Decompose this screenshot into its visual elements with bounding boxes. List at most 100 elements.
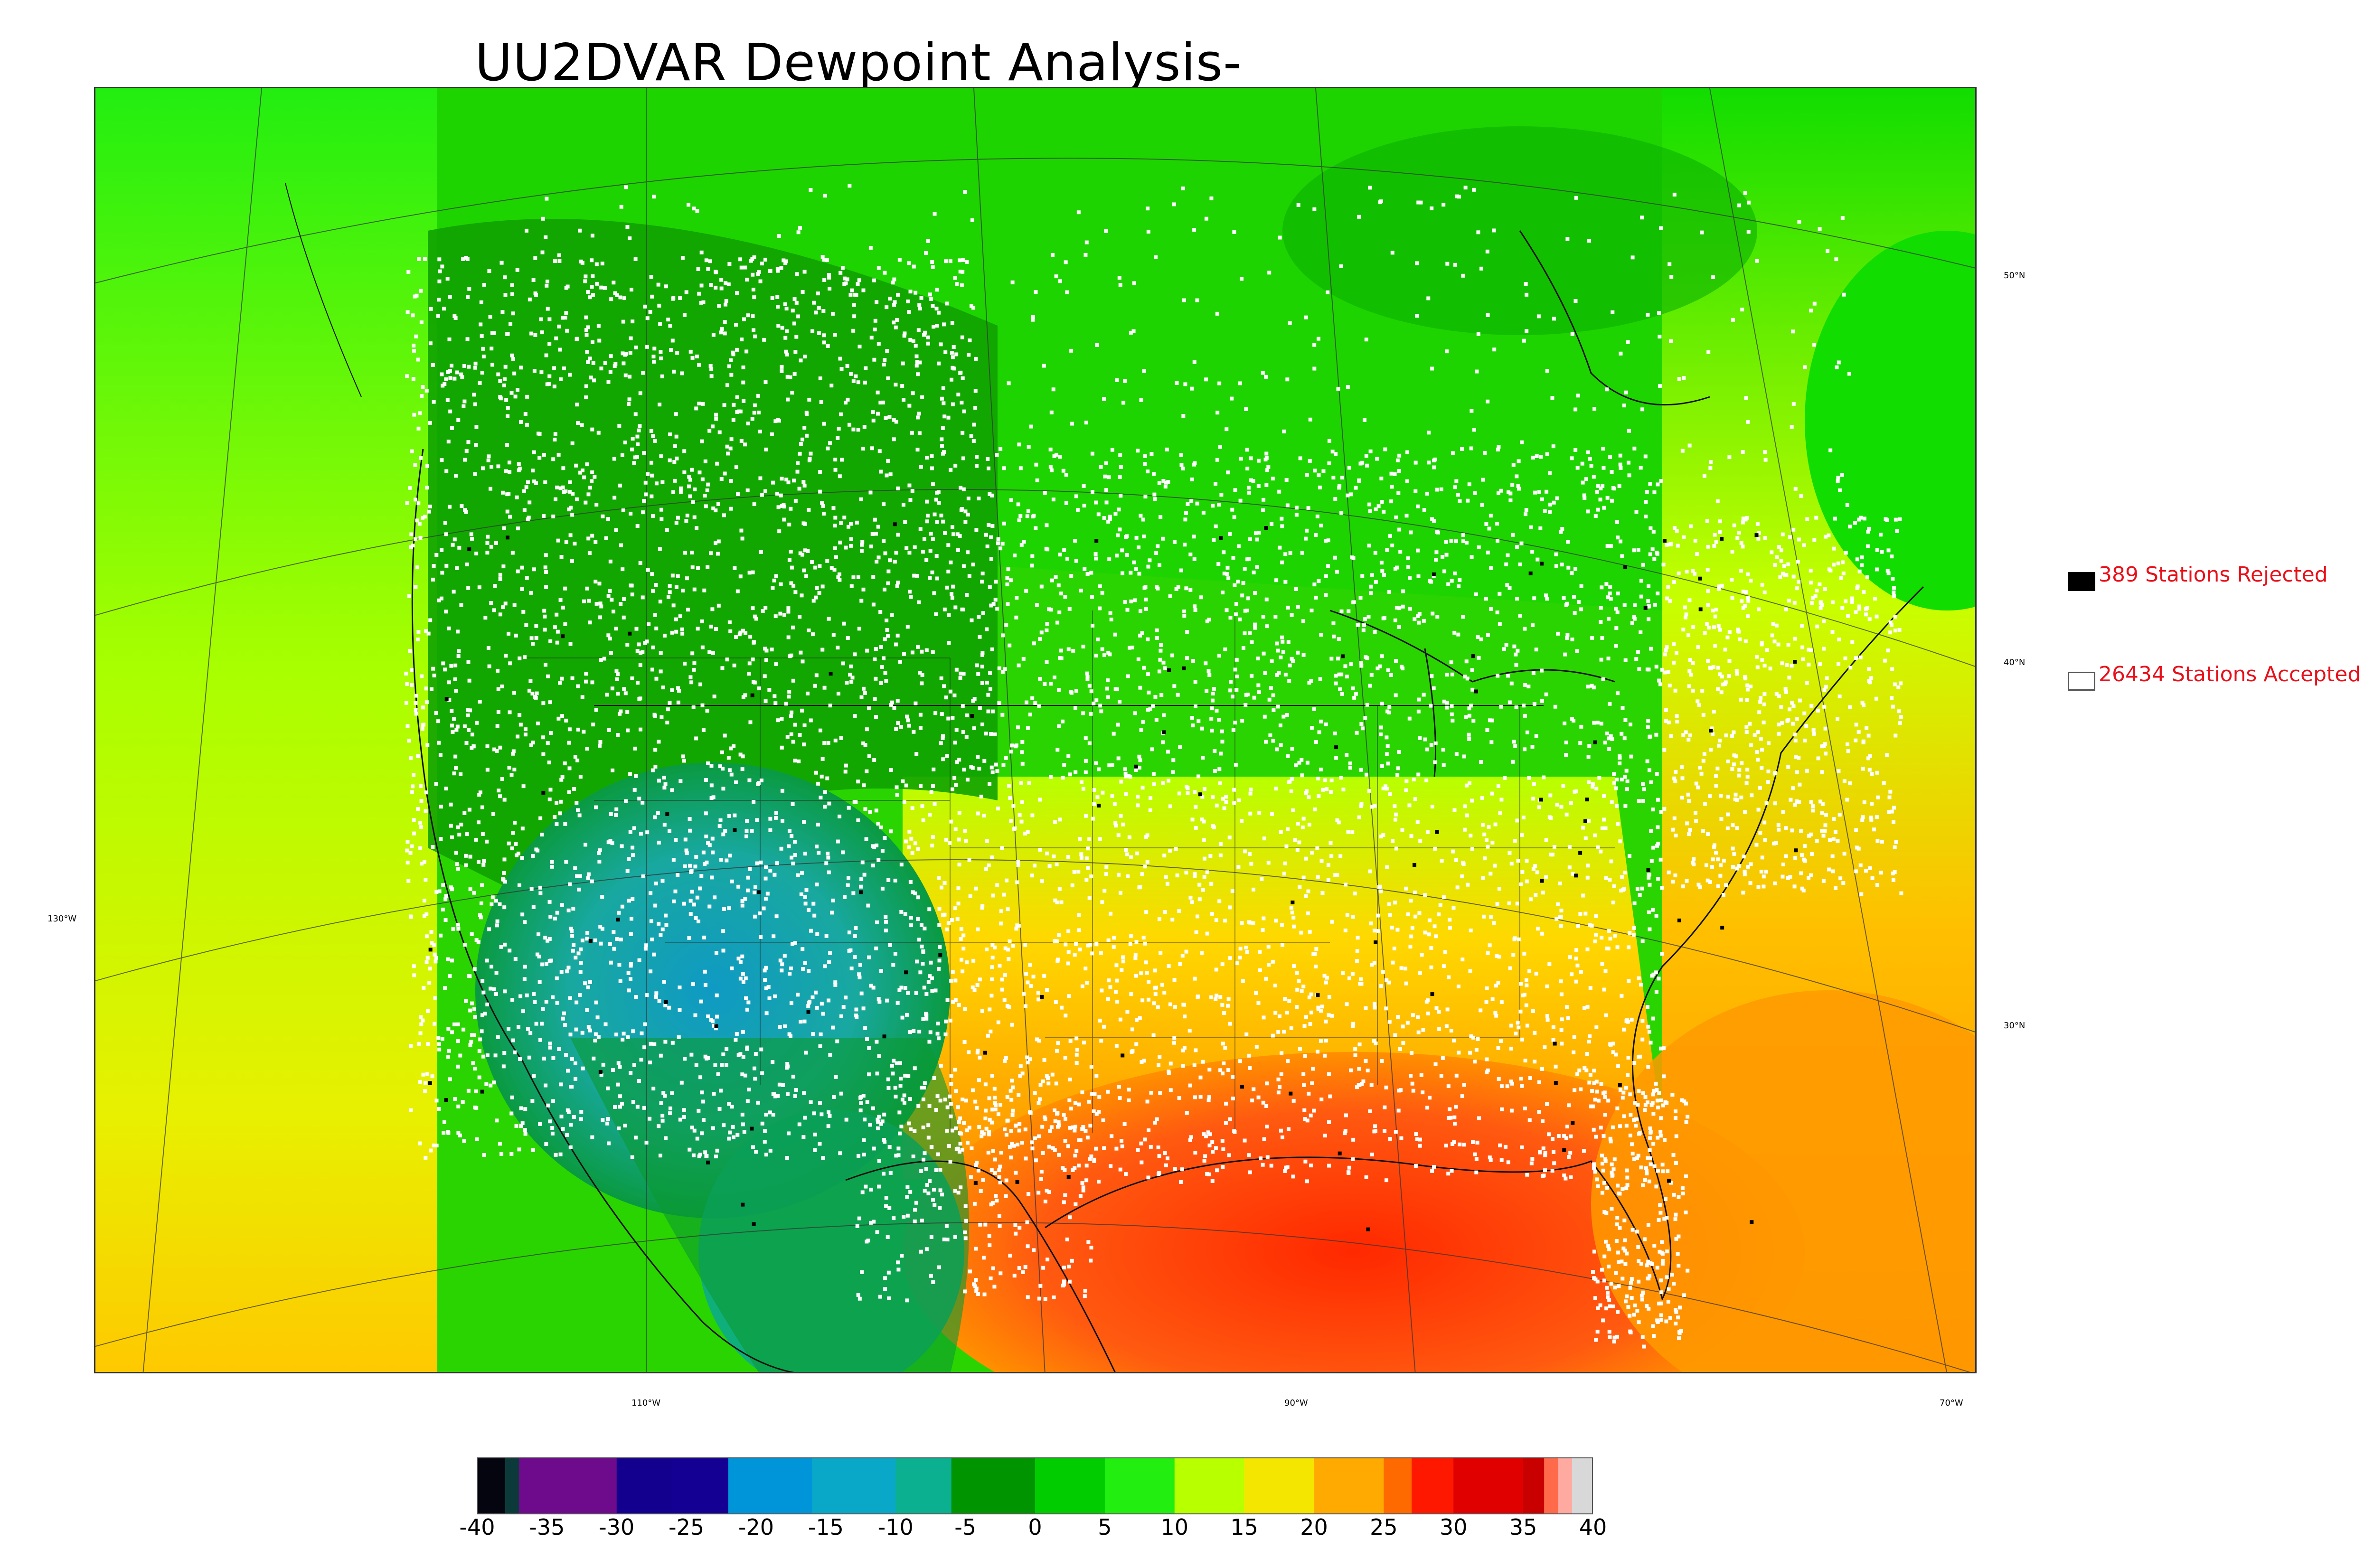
station-accepted [1545, 1014, 1549, 1018]
dewpoint-map[interactable] [94, 87, 1977, 1373]
station-accepted [1234, 688, 1239, 692]
station-accepted [590, 479, 594, 483]
station-accepted [1291, 808, 1295, 813]
station-accepted [725, 657, 729, 662]
station-accepted [1315, 514, 1319, 518]
station-accepted [1015, 596, 1019, 600]
station-accepted [543, 565, 547, 570]
station-accepted [474, 443, 478, 447]
station-accepted [1197, 883, 1202, 887]
station-accepted [1476, 635, 1480, 639]
station-accepted [747, 571, 752, 575]
station-accepted [659, 669, 663, 674]
station-accepted [1282, 1030, 1286, 1034]
station-accepted [1568, 1151, 1573, 1155]
station-accepted [445, 277, 450, 281]
station-accepted [1556, 902, 1560, 906]
station-accepted [662, 786, 667, 790]
station-accepted [530, 1099, 535, 1103]
station-accepted [1600, 636, 1604, 640]
station-accepted [1138, 885, 1142, 889]
station-accepted [828, 441, 832, 445]
station-accepted [743, 265, 747, 270]
station-accepted [1084, 856, 1089, 861]
station-accepted [895, 633, 900, 638]
station-accepted [1230, 889, 1234, 893]
station-accepted [533, 333, 537, 337]
station-accepted [695, 526, 699, 530]
station-accepted [709, 366, 714, 371]
station-accepted [1143, 462, 1147, 466]
station-accepted [1143, 1137, 1147, 1142]
station-accepted [1074, 1149, 1079, 1153]
station-accepted [729, 772, 734, 777]
station-accepted [659, 357, 663, 361]
station-accepted [983, 1082, 988, 1087]
station-accepted [1052, 676, 1056, 680]
station-accepted [512, 371, 517, 376]
station-accepted [857, 344, 862, 348]
station-accepted [721, 948, 725, 953]
station-accepted [736, 884, 741, 889]
station-accepted [456, 867, 461, 871]
station-accepted [502, 905, 507, 910]
station-accepted [670, 573, 675, 578]
station-accepted [895, 699, 900, 703]
station-accepted [1655, 844, 1659, 848]
station-accepted [1110, 794, 1114, 798]
station-accepted [544, 1000, 548, 1004]
station-accepted [1145, 860, 1149, 864]
station-accepted [1042, 1058, 1046, 1062]
station-accepted [1441, 748, 1445, 752]
station-accepted [796, 993, 800, 997]
station-accepted [754, 1150, 758, 1154]
station-accepted [1345, 913, 1349, 917]
station-accepted [1345, 1002, 1349, 1006]
station-accepted [1138, 1016, 1142, 1020]
station-accepted [1301, 875, 1306, 880]
station-accepted [719, 278, 724, 282]
station-accepted [680, 627, 684, 631]
station-accepted [576, 727, 580, 732]
station-accepted [862, 783, 866, 788]
station-accepted [737, 409, 741, 413]
station-accepted [493, 1053, 498, 1058]
station-accepted [1370, 805, 1374, 809]
stations-accepted [404, 184, 1903, 1349]
station-accepted [1258, 968, 1262, 972]
station-accepted [743, 1073, 747, 1078]
station-accepted [662, 823, 667, 827]
station-accepted [944, 837, 949, 842]
station-accepted [1469, 1034, 1473, 1038]
station-accepted [1128, 646, 1132, 650]
station-accepted [711, 651, 715, 655]
station-accepted [1011, 804, 1016, 808]
station-accepted [916, 372, 920, 376]
station-accepted [1030, 873, 1034, 878]
station-accepted [510, 846, 514, 851]
station-accepted [1387, 710, 1391, 714]
station-accepted [513, 1050, 517, 1054]
station-accepted [957, 1120, 961, 1124]
station-accepted [1647, 1179, 1651, 1183]
station-accepted [1593, 514, 1598, 518]
station-accepted [955, 917, 960, 921]
station-accepted [741, 754, 745, 759]
station-accepted [1247, 557, 1251, 561]
station-accepted [1014, 1123, 1018, 1127]
station-accepted [1385, 752, 1389, 756]
station-accepted [1603, 969, 1608, 973]
station-accepted [1113, 821, 1118, 825]
station-accepted [666, 318, 670, 322]
station-accepted [941, 757, 945, 761]
station-accepted [1434, 1006, 1439, 1010]
station-accepted [1479, 1008, 1483, 1013]
station-accepted [432, 400, 436, 404]
station-accepted [1469, 446, 1473, 451]
station-accepted [1298, 1047, 1302, 1051]
station-accepted [1193, 680, 1197, 684]
station-accepted [949, 560, 953, 564]
station-accepted [496, 1035, 500, 1039]
station-accepted [678, 779, 683, 783]
station-accepted [634, 345, 638, 349]
